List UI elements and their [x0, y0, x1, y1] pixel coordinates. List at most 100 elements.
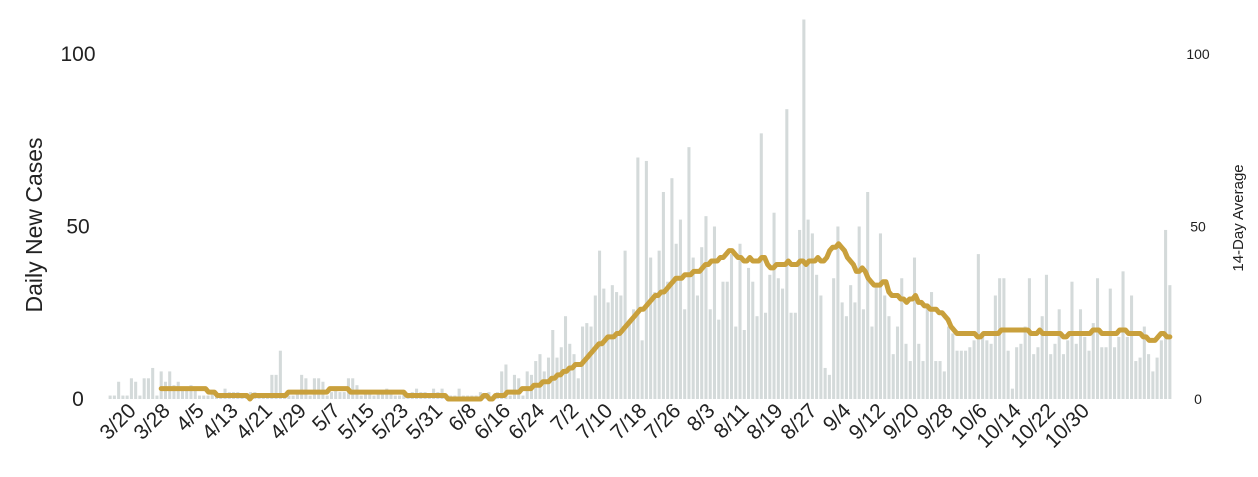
left-tick-label: 50 [66, 216, 89, 239]
bar [666, 282, 669, 399]
bar [590, 327, 593, 399]
bar [947, 327, 950, 399]
bar [117, 382, 120, 399]
bar [802, 20, 805, 400]
bar [1164, 230, 1167, 399]
bar [896, 327, 899, 399]
bar [704, 216, 707, 399]
bar [994, 296, 997, 400]
bar [887, 316, 890, 399]
bar [109, 396, 112, 399]
bar [1160, 340, 1163, 399]
bar [845, 316, 848, 399]
bar [360, 396, 363, 399]
bar [1002, 278, 1005, 399]
x-tick-label: 7/18 [606, 399, 651, 444]
bar [990, 344, 993, 399]
bar [304, 378, 307, 399]
bar [675, 244, 678, 399]
bar [824, 368, 827, 399]
x-tick-label: 8/27 [776, 399, 821, 444]
x-tick-labels: 3/203/284/54/134/214/295/75/155/235/316/… [96, 399, 1095, 453]
bar [998, 278, 1001, 399]
bar [734, 327, 737, 399]
bar [143, 378, 146, 399]
bar [892, 354, 895, 399]
bar [573, 354, 576, 399]
right-tick-label: 0 [1194, 391, 1202, 407]
bar [1053, 344, 1056, 399]
bar [794, 313, 797, 399]
bar [1113, 347, 1116, 399]
bar [858, 227, 861, 400]
bar [696, 296, 699, 400]
bar [326, 396, 329, 399]
bar [807, 220, 810, 399]
bar [1058, 309, 1061, 399]
bar [679, 220, 682, 399]
bar [113, 396, 116, 399]
bar [607, 302, 610, 399]
bar [1130, 296, 1133, 400]
x-tick-label: 4/21 [232, 399, 277, 444]
bar [909, 361, 912, 399]
x-tick-label: 5/31 [402, 399, 447, 444]
left-tick-label: 100 [60, 43, 95, 66]
bar [926, 306, 929, 399]
bar [551, 330, 554, 399]
bar [351, 378, 354, 399]
x-tick-label: 9/12 [845, 399, 890, 444]
bar [764, 313, 767, 399]
bar [875, 285, 878, 399]
x-tick-label: 4/29 [266, 399, 311, 444]
bar [1109, 289, 1112, 399]
bar [317, 378, 320, 399]
bar [904, 344, 907, 399]
bar [1105, 347, 1108, 399]
x-tick-label: 3/28 [130, 399, 175, 444]
bar [1028, 278, 1031, 399]
bar [1070, 282, 1073, 399]
bar [841, 302, 844, 399]
bar [330, 392, 333, 399]
bar [738, 244, 741, 399]
bar [513, 375, 516, 399]
bar [1122, 271, 1125, 399]
bar [921, 361, 924, 399]
bar [943, 371, 946, 399]
bar [1032, 354, 1035, 399]
bar [1096, 278, 1099, 399]
bar [653, 292, 656, 399]
bar [564, 316, 567, 399]
bar [1007, 351, 1010, 399]
bar [168, 371, 171, 399]
bar [968, 347, 971, 399]
right-tick-label: 50 [1190, 219, 1206, 235]
bar [939, 361, 942, 399]
right-axis-title: 14-Day Average [1230, 164, 1247, 271]
bar [973, 340, 976, 399]
bar [509, 396, 512, 399]
x-tick-label: 9/20 [879, 399, 924, 444]
bar [611, 285, 614, 399]
bar [147, 378, 150, 399]
bar [343, 392, 346, 399]
bar [773, 213, 776, 399]
bar [1011, 389, 1014, 399]
bar [866, 192, 869, 399]
bar [279, 351, 282, 399]
bar [709, 309, 712, 399]
bar [1049, 354, 1052, 399]
bar [743, 330, 746, 399]
bar [338, 392, 341, 399]
bar [670, 178, 673, 399]
bar [853, 302, 856, 399]
bar [1134, 361, 1137, 399]
bar [1062, 354, 1065, 399]
bar [713, 227, 716, 400]
bar [951, 333, 954, 399]
bar [726, 282, 729, 399]
bar [543, 371, 546, 399]
daily-cases-bars [109, 20, 1172, 400]
bar [309, 396, 312, 399]
